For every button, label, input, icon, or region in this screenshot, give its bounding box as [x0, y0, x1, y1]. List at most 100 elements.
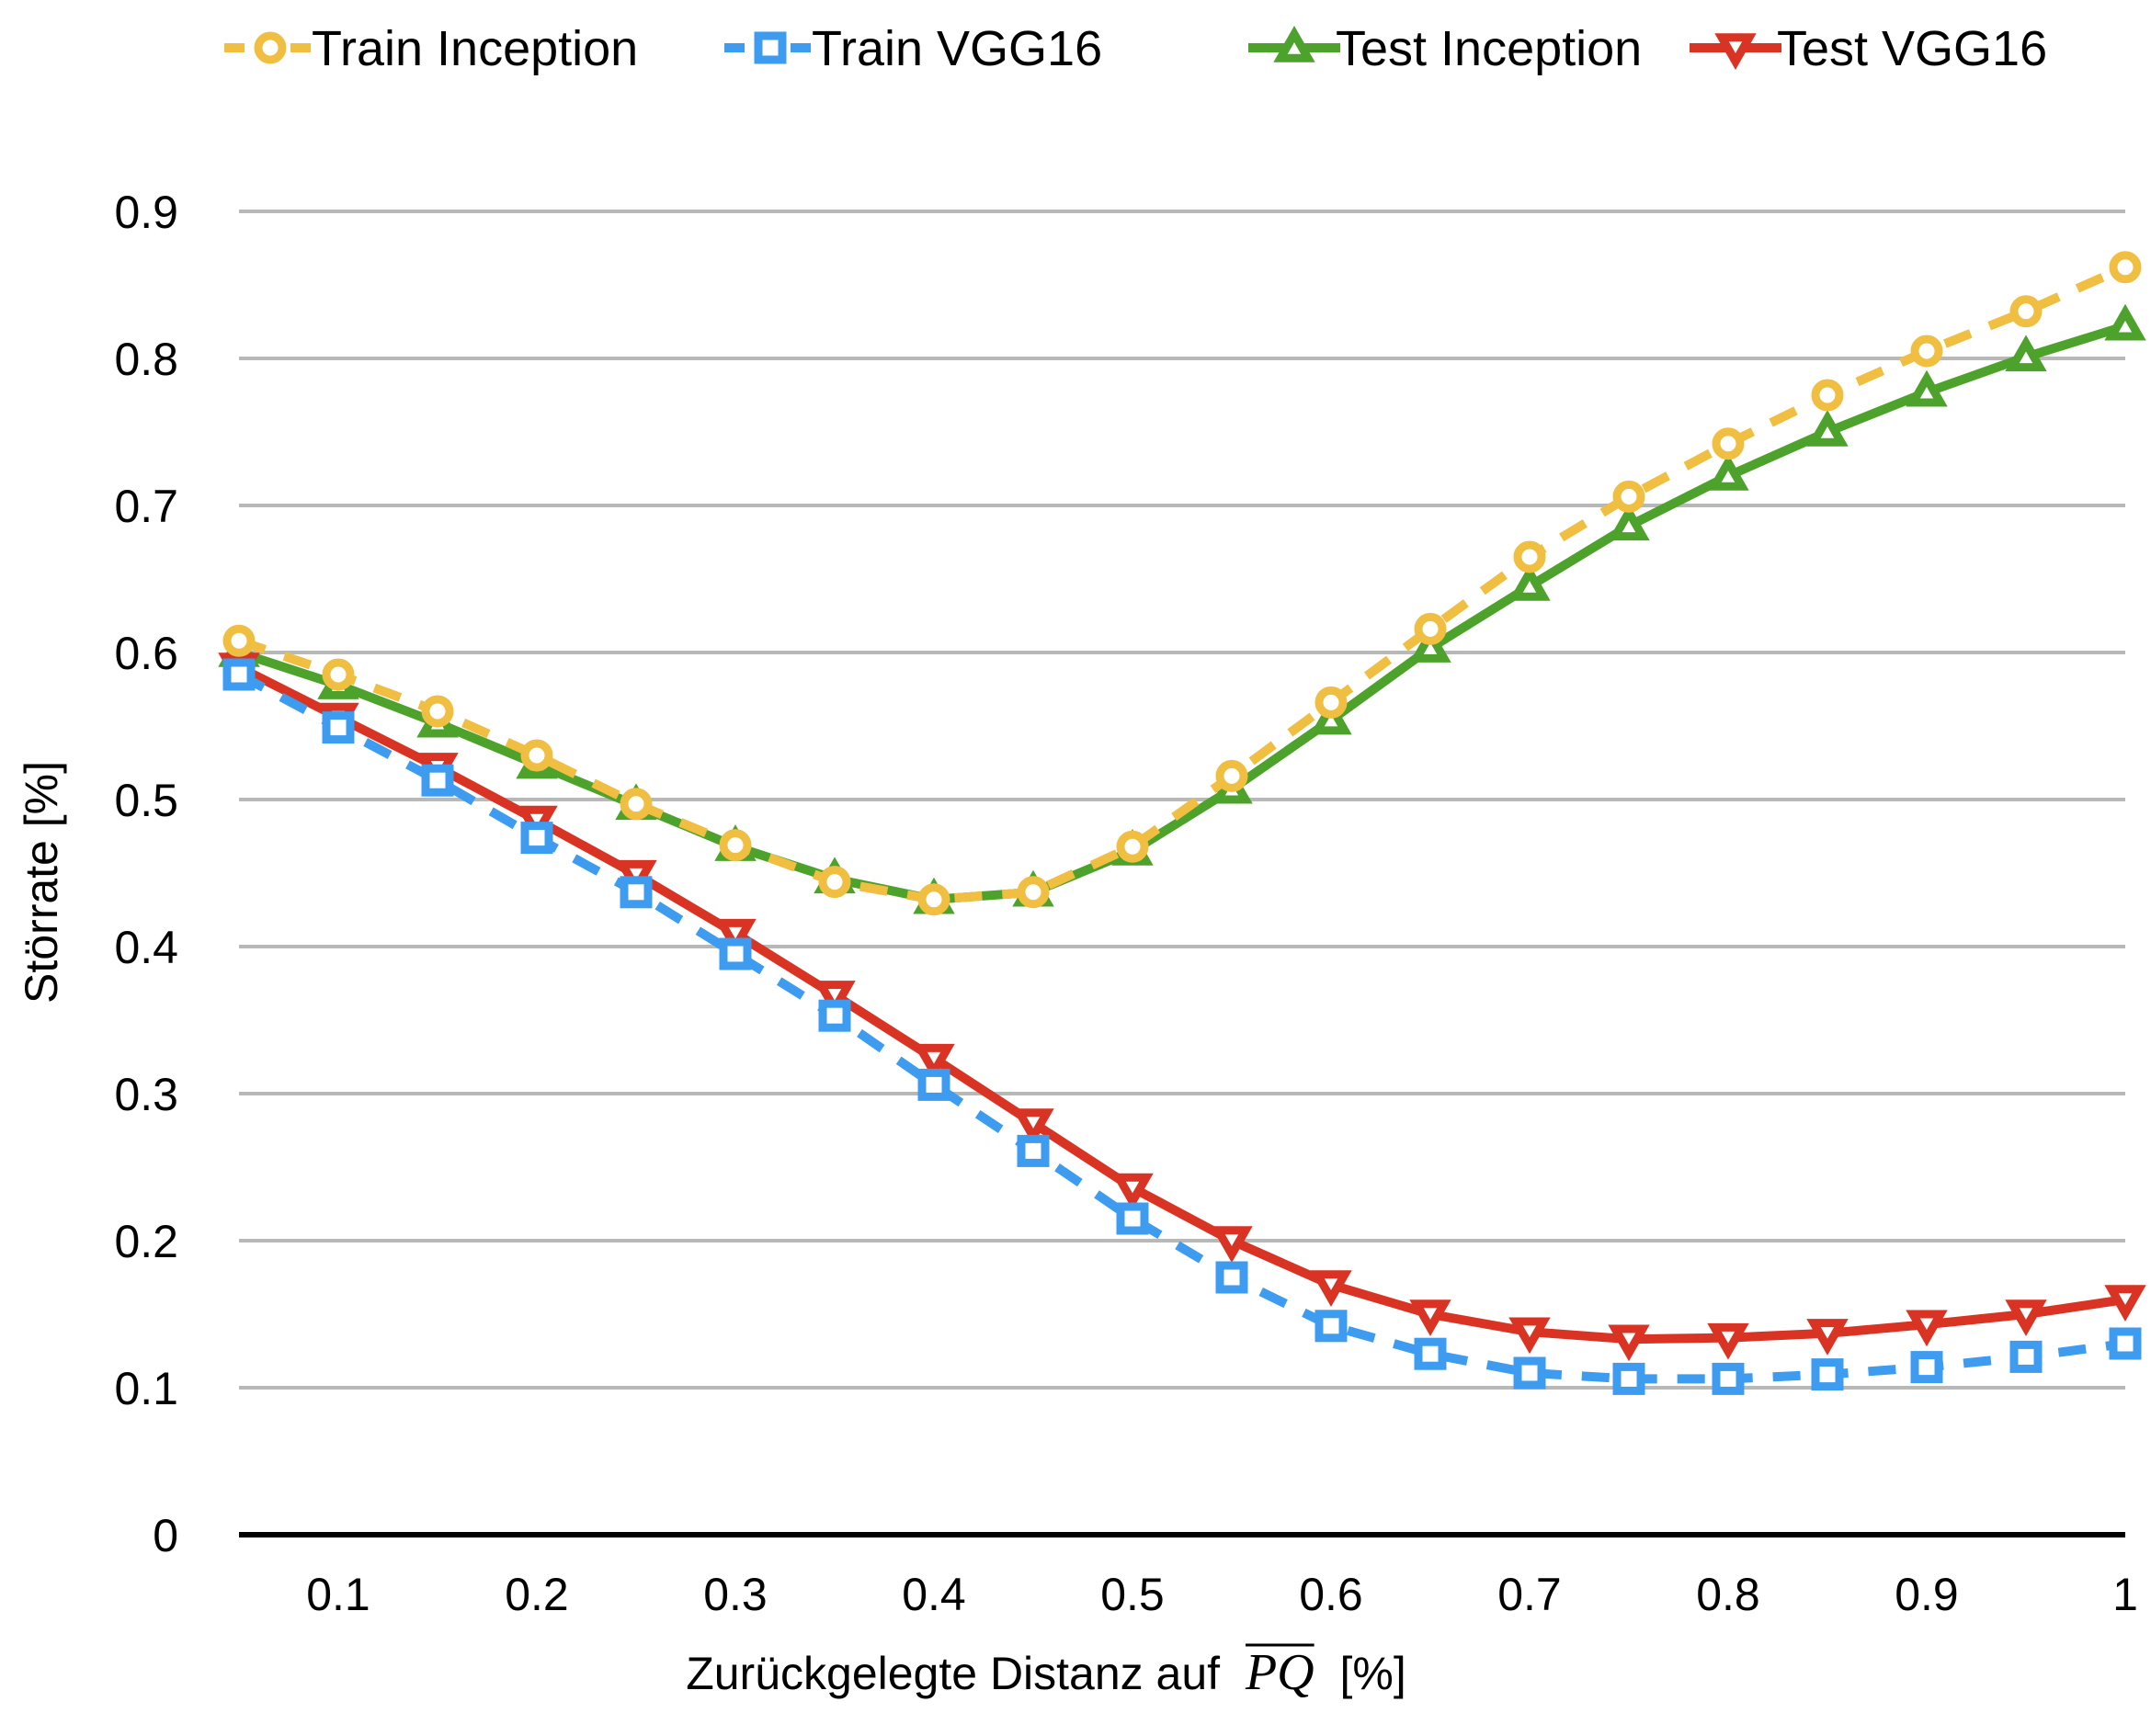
- data-point-test-inception: [1409, 626, 1451, 663]
- legend-swatch-marker: [754, 31, 787, 64]
- legend-swatch-marker: [1714, 33, 1757, 71]
- y-tick-label: 0.9: [114, 187, 178, 238]
- data-point-train-vgg16: [1314, 1310, 1348, 1343]
- data-point-train-inception: [1116, 830, 1149, 863]
- x-axis-title-text: Zurückgelegte Distanz auf: [686, 1648, 1220, 1699]
- data-point-train-inception: [520, 739, 553, 772]
- x-tick-label: 0.7: [1497, 1569, 1562, 1620]
- data-point-test-vgg16: [814, 981, 856, 1017]
- data-point-train-vgg16: [1513, 1356, 1546, 1390]
- x-tick-label: 0.2: [505, 1569, 569, 1620]
- y-tick-label: 0.5: [114, 775, 178, 826]
- data-point-train-inception: [1314, 686, 1348, 719]
- y-tick-label: 0.7: [114, 481, 178, 532]
- x-tick-label: 0.6: [1299, 1569, 1363, 1620]
- y-tick-label: 0.6: [114, 628, 178, 679]
- data-point-train-inception: [322, 658, 355, 691]
- legend-item-test-vgg16: Test VGG16: [1690, 21, 2047, 76]
- y-tick-label: 0.3: [114, 1069, 178, 1120]
- data-point-train-vgg16: [1612, 1362, 1645, 1395]
- y-axis-title: Störrate [%]: [16, 761, 67, 1004]
- data-point-train-vgg16: [1811, 1358, 1844, 1391]
- data-point-train-vgg16: [818, 999, 851, 1032]
- legend-swatch-marker: [254, 31, 287, 64]
- data-point-train-inception: [2109, 251, 2142, 284]
- legend-label: Train Inception: [312, 21, 638, 76]
- data-point-test-vgg16: [1012, 1108, 1054, 1146]
- data-point-test-inception: [1608, 504, 1650, 541]
- legend-item-train-vgg16: Train VGG16: [724, 21, 1102, 76]
- data-point-train-inception: [917, 883, 950, 916]
- data-point-test-inception: [1906, 369, 1948, 407]
- data-point-train-inception: [1712, 427, 1745, 460]
- series-train-vgg16: [222, 658, 2142, 1395]
- data-point-train-vgg16: [719, 937, 752, 970]
- data-point-test-vgg16: [913, 1043, 955, 1081]
- data-point-train-vgg16: [1215, 1261, 1248, 1294]
- data-point-test-vgg16: [2005, 1299, 2047, 1337]
- data-point-train-inception: [1513, 540, 1546, 573]
- x-tick-label: 0.1: [306, 1569, 370, 1620]
- data-point-train-vgg16: [1116, 1202, 1149, 1235]
- data-point-train-inception: [818, 866, 851, 899]
- x-tick-label: 0.9: [1895, 1569, 1959, 1620]
- data-point-test-inception: [1508, 563, 1551, 601]
- data-point-test-inception: [1707, 453, 1749, 491]
- data-point-train-inception: [620, 788, 653, 821]
- x-axis-ticks: 0.1 0.2 0.3 0.4 0.5 0.6 0.7 0.8 0.9 1: [306, 1569, 2138, 1620]
- data-point-train-inception: [222, 624, 256, 657]
- x-tick-label: 1: [2112, 1569, 2138, 1620]
- data-point-train-inception: [2009, 295, 2043, 328]
- data-point-test-vgg16: [1111, 1173, 1154, 1210]
- data-point-test-vgg16: [1608, 1324, 1650, 1362]
- data-point-test-inception: [2005, 335, 2047, 372]
- gridlines: [239, 210, 2125, 1537]
- data-point-train-inception: [1910, 335, 1943, 368]
- data-point-train-inception: [1414, 612, 1447, 645]
- y-tick-label: 0.1: [114, 1363, 178, 1414]
- data-point-test-vgg16: [1707, 1322, 1749, 1360]
- legend-item-test-inception: Test Inception: [1248, 21, 1642, 76]
- y-tick-label: 0.8: [114, 334, 178, 385]
- series-line-train-vgg16: [236, 670, 2126, 1384]
- x-axis-title-unit: [%]: [1340, 1648, 1406, 1699]
- legend-label: Test Inception: [1336, 21, 1642, 76]
- data-point-test-vgg16: [714, 918, 757, 956]
- data-point-train-inception: [421, 695, 454, 728]
- data-point-train-vgg16: [917, 1068, 950, 1101]
- y-axis-ticks: 0 0.1 0.2 0.3 0.4 0.5 0.6 0.7 0.8 0.9: [114, 187, 178, 1561]
- data-point-train-inception: [1017, 876, 1050, 909]
- data-point-train-vgg16: [1414, 1337, 1447, 1370]
- data-point-test-vgg16: [1508, 1317, 1551, 1355]
- legend-swatch-marker: [1273, 25, 1315, 62]
- data-point-test-vgg16: [1211, 1226, 1253, 1264]
- legend-label: Train VGG16: [812, 21, 1102, 76]
- data-point-test-inception: [2104, 303, 2146, 341]
- data-point-test-inception: [1806, 409, 1849, 447]
- x-axis-title: Zurückgelegte Distanz auf PQ [%]: [686, 1644, 1406, 1701]
- data-point-train-inception: [1215, 759, 1248, 792]
- x-tick-label: 0.8: [1696, 1569, 1760, 1620]
- legend: Train Inception Train VGG16 Test Inception…: [224, 21, 2047, 76]
- x-axis-title-symbol: PQ: [1245, 1644, 1314, 1701]
- data-point-test-vgg16: [1906, 1310, 1948, 1347]
- data-point-train-inception: [1811, 379, 1844, 412]
- data-point-train-vgg16: [322, 711, 355, 744]
- data-point-train-inception: [719, 829, 752, 862]
- data-point-train-vgg16: [222, 658, 256, 691]
- y-tick-label: 0.4: [114, 922, 178, 973]
- y-tick-label: 0.2: [114, 1216, 178, 1267]
- x-tick-label: 0.4: [902, 1569, 966, 1620]
- data-point-test-vgg16: [2104, 1285, 2146, 1322]
- data-point-test-vgg16: [1409, 1299, 1451, 1337]
- data-point-train-vgg16: [1017, 1134, 1050, 1167]
- series-line-train-inception: [237, 263, 2128, 904]
- data-point-train-inception: [1612, 480, 1645, 513]
- data-point-train-vgg16: [421, 764, 454, 797]
- data-point-train-vgg16: [620, 876, 653, 909]
- x-tick-label: 0.5: [1100, 1569, 1165, 1620]
- legend-label: Test VGG16: [1777, 21, 2047, 76]
- data-point-train-vgg16: [2009, 1340, 2043, 1373]
